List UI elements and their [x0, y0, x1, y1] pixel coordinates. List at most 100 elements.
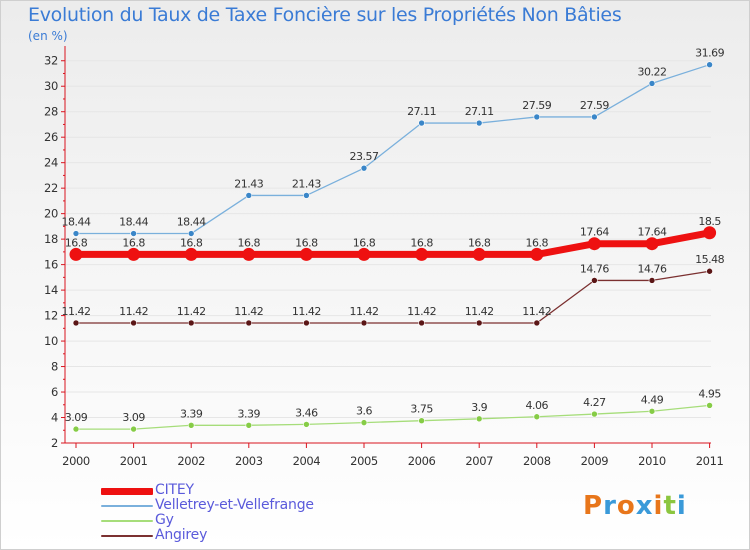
- point-velletrey-et-vellefrange-2009: [591, 113, 598, 121]
- series-line-gy: [75, 404, 711, 430]
- x-tick-label-2010: 2010: [638, 454, 666, 468]
- data-label-gy-2002: 3.39: [180, 407, 203, 420]
- x-tick-label-2006: 2006: [408, 454, 436, 468]
- data-label-angirey-2002: 11.42: [177, 305, 206, 318]
- point-citey-2006: [415, 247, 429, 261]
- data-label-velletrey-et-vellefrange-2005: 23.57: [350, 150, 379, 163]
- x-tick-label-2007: 2007: [465, 454, 493, 468]
- point-velletrey-et-vellefrange-2008: [533, 113, 541, 121]
- data-label-citey-2010: 17.64: [638, 226, 667, 239]
- data-label-citey-2006: 16.8: [410, 236, 433, 249]
- data-label-velletrey-et-vellefrange-2003: 21.43: [234, 177, 263, 190]
- legend-swatch-velletrey: [101, 505, 153, 507]
- data-label-velletrey-et-vellefrange-2011: 31.69: [695, 47, 724, 60]
- x-tick-label-2000: 2000: [62, 454, 90, 468]
- data-label-citey-2005: 16.8: [353, 236, 376, 249]
- data-label-gy-2011: 4.95: [698, 387, 721, 400]
- point-angirey-2009: [591, 277, 598, 284]
- x-tick-label-2008: 2008: [523, 454, 551, 468]
- point-citey-2007: [472, 247, 486, 261]
- point-angirey-2006: [418, 319, 425, 327]
- data-label-angirey-2000: 11.42: [62, 305, 91, 318]
- y-tick-label-12: 12: [44, 309, 58, 323]
- legend-label-citey: CITEY: [155, 482, 194, 498]
- y-tick-label-28: 28: [44, 105, 58, 119]
- y-tick-label-10: 10: [44, 334, 58, 348]
- point-gy-2005: [360, 419, 368, 426]
- data-label-velletrey-et-vellefrange-2004: 21.43: [292, 177, 321, 190]
- data-label-velletrey-et-vellefrange-2006: 27.11: [407, 105, 436, 118]
- data-label-gy-2010: 4.49: [641, 393, 664, 406]
- data-label-gy-2001: 3.09: [122, 411, 145, 424]
- data-label-velletrey-et-vellefrange-2007: 27.11: [465, 105, 494, 118]
- data-label-angirey-2008: 11.42: [522, 305, 551, 318]
- data-label-citey-2011: 18.5: [698, 215, 721, 228]
- point-angirey-2011: [706, 267, 713, 275]
- y-tick-label-14: 14: [44, 283, 58, 297]
- logo-letter: r: [603, 491, 617, 521]
- data-label-angirey-2005: 11.42: [350, 305, 379, 318]
- x-tick-label-2005: 2005: [350, 454, 378, 468]
- data-label-citey-2003: 16.8: [238, 236, 261, 249]
- legend-swatch-gy: [101, 520, 153, 522]
- point-gy-2006: [418, 417, 425, 425]
- data-label-angirey-2009: 14.76: [580, 262, 609, 275]
- data-label-angirey-2003: 11.42: [234, 305, 263, 318]
- logo-letter: o: [616, 491, 636, 521]
- legend-swatch-angirey: [101, 535, 153, 537]
- chart-title: Evolution du Taux de Taxe Foncière sur l…: [28, 4, 622, 26]
- point-gy-2003: [245, 421, 253, 429]
- point-citey-2003: [242, 247, 256, 261]
- y-tick-label-2: 2: [51, 436, 58, 450]
- data-label-velletrey-et-vellefrange-2008: 27.59: [522, 99, 551, 112]
- data-label-velletrey-et-vellefrange-2009: 27.59: [580, 99, 609, 112]
- series-line-angirey: [75, 270, 711, 324]
- y-tick-label-16: 16: [44, 258, 58, 272]
- point-gy-2000: [72, 425, 80, 433]
- point-gy-2008: [533, 413, 541, 421]
- x-tick-label-2002: 2002: [177, 454, 205, 468]
- data-label-velletrey-et-vellefrange-2010: 30.22: [638, 65, 667, 78]
- data-label-velletrey-et-vellefrange-2001: 18.44: [119, 216, 148, 229]
- data-label-gy-2006: 3.75: [410, 403, 433, 416]
- series-line-citey: [72, 229, 714, 258]
- y-unit-label: (en %): [28, 29, 68, 43]
- y-tick-label-30: 30: [44, 79, 58, 93]
- y-tick-label-6: 6: [51, 385, 58, 399]
- y-tick-label-18: 18: [44, 232, 58, 246]
- x-tick-label-2004: 2004: [293, 454, 321, 468]
- data-label-angirey-2011: 15.48: [695, 253, 724, 266]
- legend-label-angirey: Angirey: [155, 527, 208, 543]
- point-angirey-2005: [360, 319, 368, 327]
- point-velletrey-et-vellefrange-2001: [130, 230, 137, 237]
- data-label-velletrey-et-vellefrange-2002: 18.44: [177, 216, 206, 229]
- point-angirey-2007: [475, 319, 483, 327]
- data-label-citey-2009: 17.64: [580, 226, 609, 239]
- data-label-citey-2000: 16.8: [65, 236, 88, 249]
- data-label-citey-2008: 16.8: [526, 236, 549, 249]
- point-angirey-2002: [187, 319, 195, 327]
- point-citey-2002: [184, 247, 198, 261]
- point-velletrey-et-vellefrange-2004: [303, 192, 310, 199]
- point-gy-2009: [591, 410, 598, 418]
- series-line-velletrey-et-vellefrange: [75, 64, 711, 235]
- x-tick-label-2011: 2011: [696, 454, 724, 468]
- data-label-velletrey-et-vellefrange-2000: 18.44: [62, 216, 91, 229]
- point-citey-2000: [69, 247, 83, 261]
- data-label-citey-2001: 16.8: [122, 236, 145, 249]
- y-tick-label-8: 8: [51, 360, 58, 374]
- logo-letter: P: [583, 491, 604, 521]
- y-tick-label-24: 24: [44, 156, 58, 170]
- point-angirey-2001: [130, 319, 137, 327]
- point-velletrey-et-vellefrange-2005: [360, 164, 368, 172]
- legend-label-velletrey: Velletrey-et-Vellefrange: [155, 497, 314, 513]
- point-angirey-2010: [648, 277, 656, 284]
- point-gy-2002: [187, 421, 195, 429]
- point-velletrey-et-vellefrange-2010: [648, 80, 656, 87]
- point-angirey-2004: [303, 319, 310, 327]
- point-gy-2011: [706, 402, 713, 409]
- data-label-angirey-2010: 14.76: [638, 262, 667, 275]
- point-velletrey-et-vellefrange-2002: [187, 230, 195, 237]
- x-tick-label-2001: 2001: [120, 454, 148, 468]
